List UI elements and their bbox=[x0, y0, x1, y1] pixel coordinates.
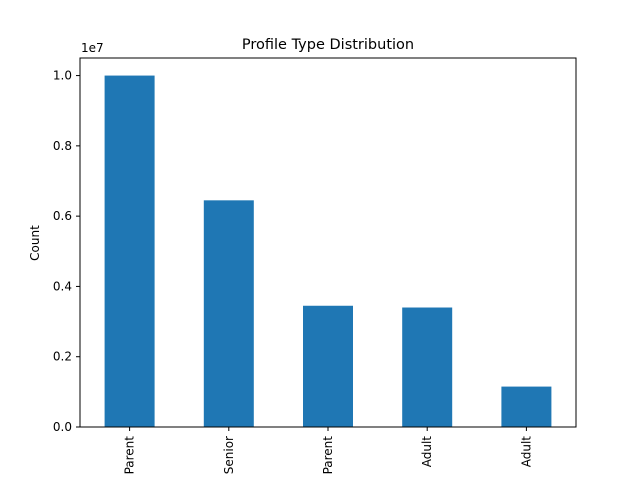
y-axis-ticks: 0.0 0.2 0.4 0.6 0.8 1.0 bbox=[53, 69, 80, 434]
y-tick-label-0: 0.0 bbox=[53, 420, 72, 434]
x-tick-label-3: Adult bbox=[420, 436, 434, 468]
bar-4 bbox=[501, 386, 552, 427]
bar-2 bbox=[303, 305, 353, 427]
y-tick-label-4: 0.8 bbox=[53, 139, 72, 153]
x-tick-label-0: Parent bbox=[123, 436, 137, 475]
bars-layer bbox=[104, 75, 552, 428]
x-tick-label-4: Adult bbox=[519, 436, 533, 468]
bar-3 bbox=[402, 307, 453, 427]
y-axis-label: Count bbox=[28, 225, 42, 261]
x-tick-label-2: Parent bbox=[321, 436, 335, 475]
bar-1 bbox=[203, 200, 254, 427]
y-axis-scale-label: 1e7 bbox=[81, 41, 104, 55]
y-tick-label-1: 0.2 bbox=[53, 350, 72, 364]
x-axis-ticks: Parent Senior Parent Adult Adult bbox=[123, 427, 533, 475]
y-tick-label-5: 1.0 bbox=[53, 69, 72, 83]
x-tick-label-1: Senior bbox=[222, 436, 236, 474]
chart-title: Profile Type Distribution bbox=[242, 37, 414, 53]
plot-frame bbox=[79, 57, 577, 428]
y-tick-label-3: 0.6 bbox=[53, 209, 72, 223]
y-tick-label-2: 0.4 bbox=[53, 279, 72, 293]
bar-0 bbox=[104, 75, 155, 428]
